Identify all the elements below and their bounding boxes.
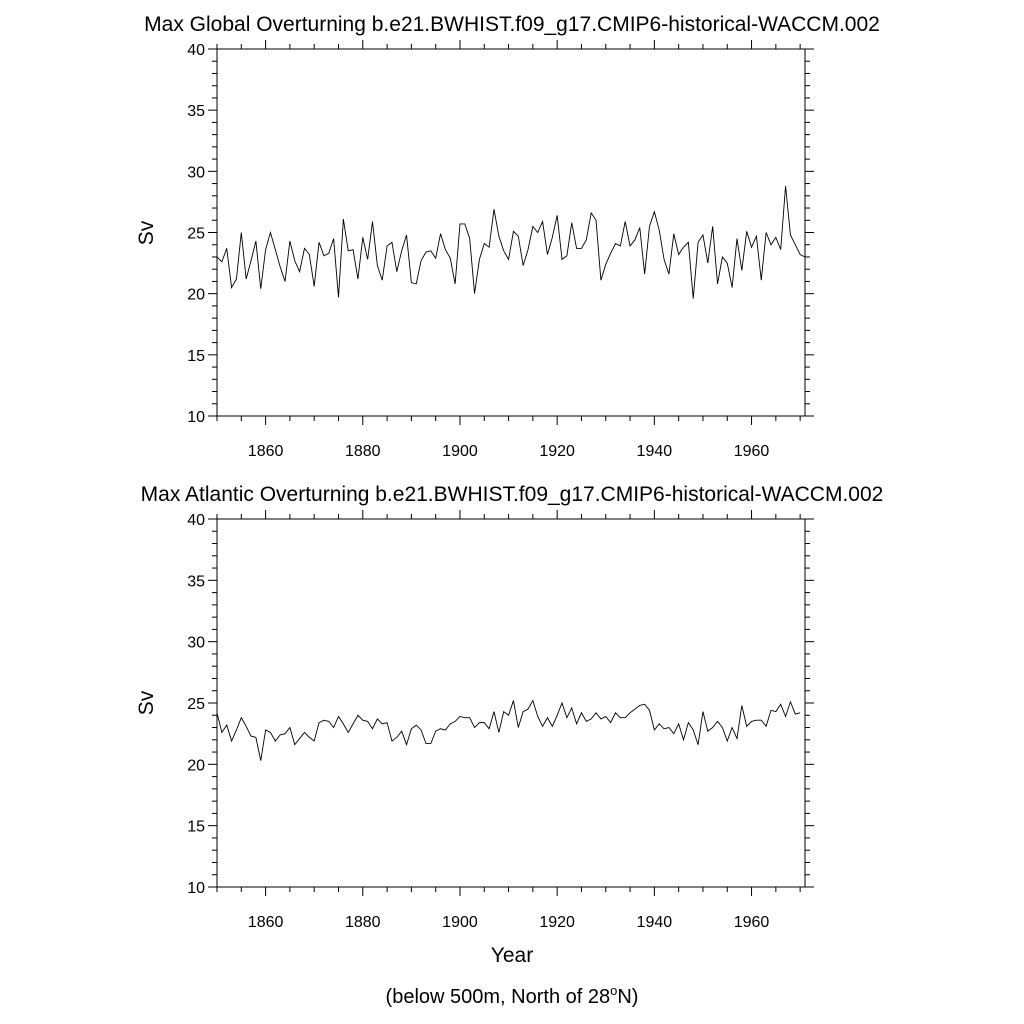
y-tick-label: 20 (187, 287, 205, 304)
y-tick-label: 10 (187, 409, 205, 426)
x-tick-label: 1900 (442, 443, 478, 460)
x-tick-label: 1960 (734, 914, 770, 931)
x-tick-label: 1920 (539, 443, 575, 460)
plot-frame (216, 518, 806, 888)
tick-labels: 10 15 20 25 30 35 40 1860 1880 1900 1920 1940 1960 (187, 512, 769, 931)
y-tick-label: 25 (187, 696, 205, 713)
series (216, 699, 801, 761)
y-tick-label: 30 (187, 164, 205, 181)
y-tick-label: 40 (187, 42, 205, 59)
y-tick-label: 10 (187, 880, 205, 897)
axis-ticks (208, 40, 814, 425)
y-tick-label: 25 (187, 226, 205, 243)
x-tick-label: 1900 (442, 914, 478, 931)
y-tick-label: 30 (187, 635, 205, 652)
x-tick-label: 1880 (345, 443, 381, 460)
series-line (216, 699, 801, 761)
y-axis-label: Sv (135, 690, 158, 715)
x-tick-label: 1960 (734, 443, 770, 460)
x-tick-label: 1860 (248, 914, 284, 931)
series (216, 185, 806, 299)
x-axis-label: Year (491, 944, 533, 967)
x-tick-label: 1880 (345, 914, 381, 931)
x-tick-label: 1940 (637, 914, 673, 931)
x-tick-label: 1940 (637, 443, 673, 460)
footnote-prefix: (below 500m, North of 28 (386, 986, 611, 1008)
y-tick-label: 35 (187, 103, 205, 120)
chart-title: Max Atlantic Overturning b.e21.BWHIST.f0… (141, 483, 884, 506)
series-line (216, 185, 806, 299)
footnote-superscript: o (610, 983, 617, 998)
y-axis-label: Sv (135, 220, 158, 245)
plot-frame (216, 48, 806, 417)
tick-labels: 10 15 20 25 30 35 40 1860 1880 1900 1920 1940 1960 (187, 42, 769, 460)
y-tick-label: 15 (187, 348, 205, 365)
footnote: (below 500m, North of 28oN) (386, 983, 639, 1008)
chart-title: Max Global Overturning b.e21.BWHIST.f09_… (144, 13, 880, 36)
footnote-suffix: N) (617, 986, 638, 1008)
x-tick-label: 1860 (248, 443, 284, 460)
atlantic-overturning-panel: Max Atlantic Overturning b.e21.BWHIST.f0… (135, 483, 883, 967)
y-tick-label: 15 (187, 819, 205, 836)
y-tick-label: 20 (187, 757, 205, 774)
y-tick-label: 35 (187, 573, 205, 590)
global-overturning-panel: Max Global Overturning b.e21.BWHIST.f09_… (135, 13, 880, 460)
axis-ticks (208, 510, 814, 896)
y-tick-label: 40 (187, 512, 205, 529)
x-tick-label: 1920 (539, 914, 575, 931)
